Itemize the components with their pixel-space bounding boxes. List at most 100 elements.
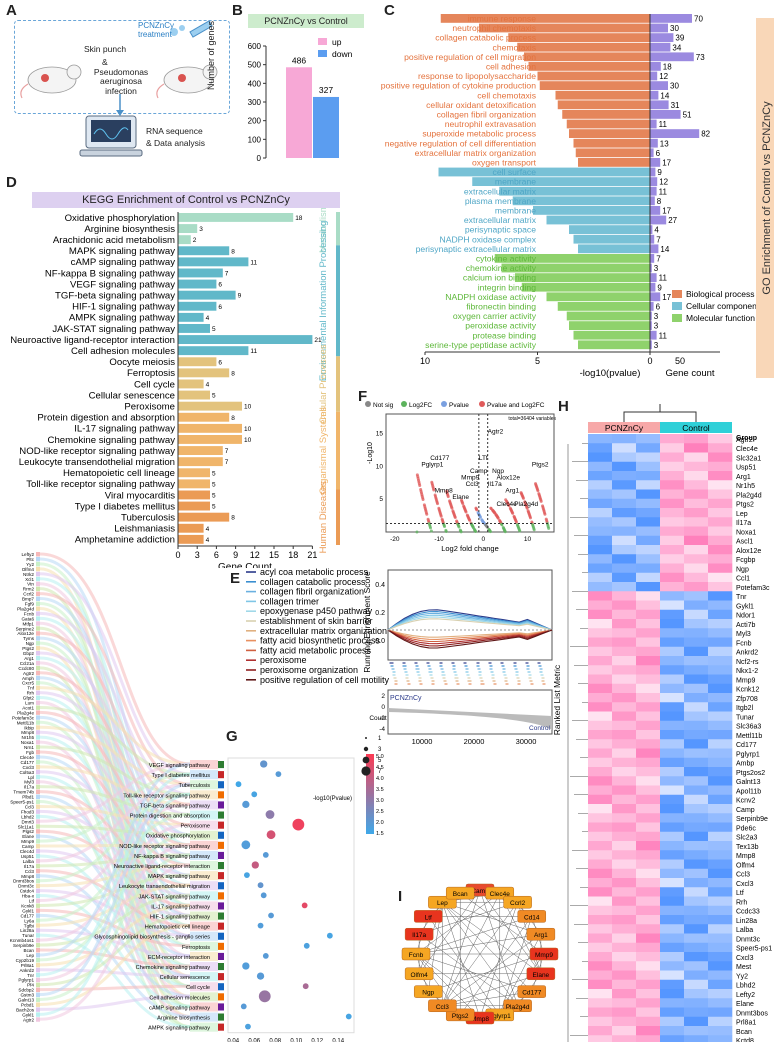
point (415, 530, 419, 534)
gene-node (36, 769, 40, 775)
gene-node (36, 839, 40, 844)
gene-label: Acot1 (22, 705, 34, 710)
pathway-node (190, 911, 218, 921)
heatmap-cell (636, 461, 661, 472)
network-node (517, 910, 547, 923)
heatmap-cell (588, 896, 613, 907)
gene-node (36, 873, 40, 879)
heatmap-cell (684, 730, 709, 740)
pathway-color-key (218, 912, 224, 920)
bar-pvalue (569, 321, 650, 330)
heatmap-cell (612, 813, 637, 823)
heatmap-cell (588, 1026, 613, 1036)
legend-label-up: up (332, 37, 342, 47)
sankey-flow (39, 813, 191, 922)
sankey-flow (39, 772, 191, 843)
gene-node (36, 745, 40, 750)
color-bar-segment (366, 756, 374, 758)
heatmap-cell (708, 1035, 733, 1042)
gene-label: Ccl3 (736, 872, 750, 879)
gene-label: Dmrt3 (21, 819, 34, 824)
heatmap-cell (660, 452, 685, 463)
point (439, 514, 443, 518)
bar-pvalue (528, 62, 650, 71)
gene-label: Ptgs2os2 (736, 770, 765, 777)
heatmap-cell (684, 1035, 709, 1042)
heatmap-cell (636, 933, 661, 944)
gene-label: Alox12e (736, 548, 761, 555)
heatmap-cell (636, 683, 661, 694)
heatmap-cell (660, 859, 685, 870)
heatmap-cell (588, 563, 613, 574)
gene-label: Pglyrp1 (18, 978, 34, 983)
point (493, 511, 497, 515)
heatmap-cell (588, 868, 613, 879)
gene-label: Ltf (29, 899, 35, 904)
heatmap-cell (708, 979, 733, 990)
sankey-flow (39, 933, 191, 1029)
bar-pvalue (566, 119, 650, 129)
heatmap-cell (684, 804, 709, 814)
heatmap-cell (636, 498, 661, 509)
gene-label: LTf (479, 455, 488, 462)
bar-pvalue (533, 206, 650, 215)
heatmap-cell (612, 933, 637, 944)
group-label: PCNZnCy (605, 423, 644, 433)
heatmap-cell (588, 702, 613, 712)
bar (178, 501, 210, 511)
heatmap-cell (636, 582, 661, 592)
gene-label: Ccl3 (466, 481, 479, 488)
heatmap-cell (588, 1035, 613, 1042)
heatmap-cell (660, 794, 685, 805)
heatmap-cell (684, 979, 709, 990)
heatmap-cell (612, 794, 637, 805)
gene-label: Gykl1 (22, 908, 34, 913)
pathway-label: Hematopoietic cell lineage (63, 468, 175, 479)
heatmap-cell (588, 841, 613, 851)
heatmap-cell (612, 554, 637, 564)
heatmap-cell (684, 693, 709, 703)
panel-letter-b: B (232, 2, 243, 19)
heatmap-cell (636, 785, 661, 796)
bar-pvalue (566, 311, 650, 321)
gene-label: Gykl1 (22, 1012, 34, 1017)
heatmap-cell (660, 952, 685, 962)
heatmap-cell (588, 628, 613, 638)
sankey-flow (39, 651, 191, 816)
heatmap-cell (708, 508, 733, 518)
gene-label: Tnr (736, 594, 747, 601)
gene-label: Nrn1 (24, 745, 34, 750)
gene-node (36, 1007, 40, 1012)
gene-label: Col5a3 (19, 770, 34, 775)
gene-label: Clec4e (736, 446, 758, 453)
gene-node (36, 784, 40, 790)
heatmap-cell (636, 517, 661, 527)
term-label: perisynaptic space (465, 225, 536, 235)
heatmap-cell (588, 637, 613, 648)
pathway-node (190, 891, 218, 901)
count-label: 5 (212, 481, 216, 488)
heatmap-cell (660, 905, 685, 916)
enrichment-curve (387, 618, 553, 631)
gene-label: Ccl21a (20, 661, 35, 666)
bar (178, 368, 230, 378)
pathway-node (190, 901, 218, 911)
bar (178, 213, 294, 222)
heatmap-cell (708, 637, 733, 648)
gene-label: Clec4d (20, 849, 35, 854)
gene-label: Rrh (736, 899, 747, 906)
heatmap-cell (588, 720, 613, 731)
gene-label: Ngp (26, 641, 35, 646)
heatmap-cell (612, 693, 637, 703)
node-label: Elane (533, 972, 550, 979)
group-legend-label: Group (736, 435, 757, 442)
heatmap-cell (708, 813, 733, 823)
gene-node (36, 646, 40, 651)
heatmap-cell (588, 609, 613, 620)
color-bar-segment (366, 802, 374, 804)
heatmap-cell (612, 674, 637, 685)
color-bar-segment (366, 828, 374, 830)
gene-node (36, 972, 40, 978)
panel-letter-g: G (226, 728, 238, 745)
pathway-label: IL-17 signaling pathway (151, 904, 210, 910)
